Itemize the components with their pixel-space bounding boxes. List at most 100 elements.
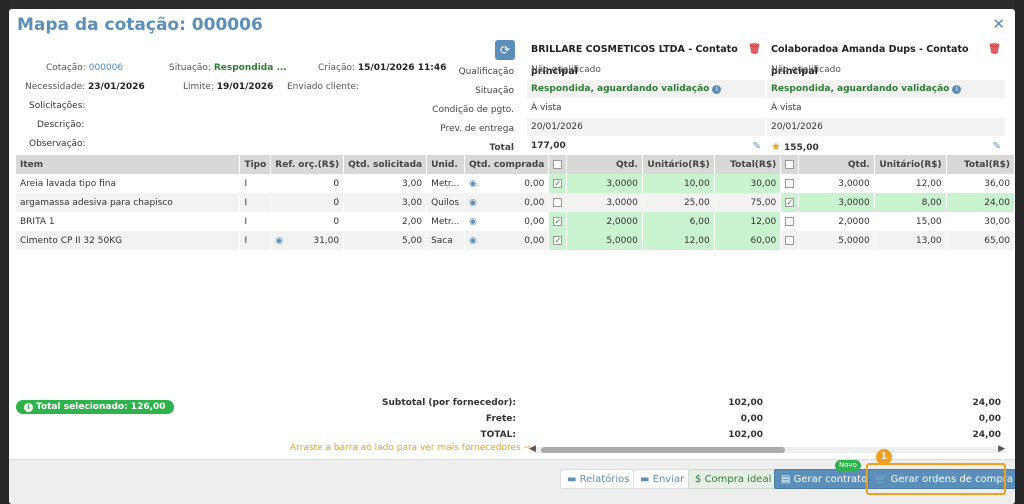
col-ref[interactable]: Ref. orç.(R$) xyxy=(270,155,345,174)
cart-icon: 🛒 xyxy=(875,474,888,485)
scroll-left-icon[interactable]: ◀ xyxy=(529,444,536,454)
cell-s1-total: 60,00 xyxy=(714,231,782,250)
col-s1-qtd[interactable]: Qtd. xyxy=(566,155,643,174)
cell-s1-total: 75,00 xyxy=(714,193,782,212)
table-row: Areia lavada tipo fina I 0 3,00 Metr... ◉ 0,00… xyxy=(16,174,1015,193)
row-checkbox[interactable]: ✓ xyxy=(553,178,563,188)
qlabel-condicao: Condição de pgto. xyxy=(432,105,514,115)
compra-ideal-button[interactable]: $ Compra ideal xyxy=(688,469,779,489)
cell-ref: 0 xyxy=(270,174,345,193)
row-checkbox[interactable] xyxy=(553,197,563,207)
criacao-info: Criação: 15/01/2026 11:46 xyxy=(318,63,447,73)
col-s2-total[interactable]: Total(R$) xyxy=(946,155,1015,174)
cell-ref: ◉ 31,00 xyxy=(270,231,345,250)
cell-qtdsol: 3,00 xyxy=(343,174,428,193)
cell-qtdcomp: ◉ 0,00 xyxy=(464,193,550,212)
eye-icon[interactable]: ◉ xyxy=(468,216,477,227)
col-tipo[interactable]: Tipo xyxy=(239,155,272,174)
col-s2-unit[interactable]: Unitário(R$) xyxy=(874,155,947,174)
supplier-scrollbar[interactable]: ◀ ▶ xyxy=(529,444,1005,454)
limite-info: Limite: 19/01/2026 xyxy=(183,82,274,92)
trash-icon[interactable]: 🗑 xyxy=(988,44,1001,55)
eye-icon[interactable]: ◉ xyxy=(468,235,477,246)
table-row: BRITA 1 I 0 2,00 Metr... ◉ 0,00 ✓ 2,0000 6,00 12,0… xyxy=(16,212,1015,231)
trash-icon[interactable]: 🗑 xyxy=(748,44,761,55)
row-checkbox[interactable] xyxy=(785,216,795,226)
backdrop-right xyxy=(1014,0,1024,504)
info-icon: i xyxy=(24,403,33,412)
s2-total: 24,00 xyxy=(972,430,1001,440)
row-checkbox[interactable]: ✓ xyxy=(553,235,563,245)
cell-s1-unit: 12,00 xyxy=(642,231,715,250)
row-checkbox[interactable] xyxy=(785,235,795,245)
frete-label: Frete: xyxy=(485,414,516,424)
col-s1-unit[interactable]: Unitário(R$) xyxy=(642,155,715,174)
gerar-ordens-button[interactable]: 🛒 Gerar ordens de compra xyxy=(868,469,1015,489)
info-icon[interactable]: i xyxy=(712,85,722,94)
scroll-thumb[interactable] xyxy=(541,447,785,453)
enviar-button[interactable]: ▬ Enviar xyxy=(633,469,692,489)
s2-frete: 0,00 xyxy=(978,414,1001,424)
solicitacoes-label: Solicitações: xyxy=(29,101,86,111)
row-checkbox[interactable]: ✓ xyxy=(553,216,563,226)
page-title: Mapa da cotação: 000006 xyxy=(17,15,263,35)
supplier-1-qualificacao: Não qualificado xyxy=(527,61,765,80)
cell-s2-check[interactable]: ✓ xyxy=(780,193,800,212)
descricao-label: Descrição: xyxy=(37,120,85,130)
supplier-2-situacao: Respondida, aguardando validação i xyxy=(767,80,1005,99)
edit-icon[interactable]: ✎ xyxy=(752,141,761,152)
cell-s2-check[interactable] xyxy=(780,212,800,231)
supplier-2-total: ★ 155,00 ✎ xyxy=(767,137,1005,156)
cell-s2-total: 36,00 xyxy=(946,174,1015,193)
col-unid[interactable]: Unid. xyxy=(426,155,465,174)
cell-s1-check[interactable] xyxy=(548,193,568,212)
edit-icon[interactable]: ✎ xyxy=(992,141,1001,152)
col-item[interactable]: Item xyxy=(16,155,241,174)
qlabel-qualificacao: Qualificação xyxy=(458,67,514,77)
supplier-2-panel: Colaboradoa Amanda Dups - Contato princi… xyxy=(767,39,1005,156)
row-checkbox[interactable]: ✓ xyxy=(785,197,795,207)
col-s2-qtd[interactable]: Qtd. xyxy=(798,155,875,174)
subtotal-label: Subtotal (por fornecedor): xyxy=(382,398,516,408)
cotacao-link[interactable]: 000006 xyxy=(88,63,124,73)
eye-icon[interactable]: ◉ xyxy=(468,178,477,189)
cell-s1-qtd: 3,0000 xyxy=(566,193,643,212)
qlabel-total: Total xyxy=(489,143,514,153)
eye-icon[interactable]: ◉ xyxy=(468,197,477,208)
s1-subtotal: 102,00 xyxy=(728,398,763,408)
select-all-checkbox[interactable] xyxy=(785,159,795,169)
cell-s2-qtd: 3,0000 xyxy=(798,174,875,193)
select-all-checkbox[interactable] xyxy=(553,159,563,169)
col-qtdsol[interactable]: Qtd. solicitada xyxy=(343,155,428,174)
supplier-2-entrega: 20/01/2026 xyxy=(767,118,1005,137)
col-s2-check[interactable] xyxy=(780,155,800,174)
cell-s1-check[interactable]: ✓ xyxy=(548,174,568,193)
cell-s1-qtd: 2,0000 xyxy=(566,212,643,231)
cell-tipo: I xyxy=(239,174,272,193)
info-icon[interactable]: i xyxy=(952,85,962,94)
relatorios-button[interactable]: ▬ Relatórios xyxy=(560,469,637,489)
cell-s2-qtd: 2,0000 xyxy=(798,212,875,231)
col-s1-check[interactable] xyxy=(548,155,568,174)
cell-unid: Metr... xyxy=(426,212,465,231)
refresh-button[interactable]: ⟳ xyxy=(495,40,515,60)
cell-qtdsol: 5,00 xyxy=(343,231,428,250)
col-qtdcomp[interactable]: Qtd. comprada xyxy=(464,155,550,174)
col-s1-total[interactable]: Total(R$) xyxy=(714,155,782,174)
quote-table: Item Tipo Ref. orç.(R$) Qtd. solicitada … xyxy=(16,155,1015,250)
cell-item: Cimento CP II 32 50KG xyxy=(16,231,241,250)
cell-s2-check[interactable] xyxy=(780,174,800,193)
table-header-row: Item Tipo Ref. orç.(R$) Qtd. solicitada … xyxy=(16,155,1015,174)
cell-s1-unit: 6,00 xyxy=(642,212,715,231)
row-checkbox[interactable] xyxy=(785,178,795,188)
cell-s1-unit: 10,00 xyxy=(642,174,715,193)
close-icon[interactable]: ✕ xyxy=(992,15,1005,33)
cell-s2-unit: 12,00 xyxy=(874,174,947,193)
gerar-contrato-button[interactable]: ▤ Gerar contrato xyxy=(774,469,875,489)
cell-s2-check[interactable] xyxy=(780,231,800,250)
scroll-right-icon[interactable]: ▶ xyxy=(998,444,1005,454)
eye-icon[interactable]: ◉ xyxy=(275,235,284,246)
cell-s1-check[interactable]: ✓ xyxy=(548,212,568,231)
cell-unid: Metr... xyxy=(426,174,465,193)
cell-s1-check[interactable]: ✓ xyxy=(548,231,568,250)
